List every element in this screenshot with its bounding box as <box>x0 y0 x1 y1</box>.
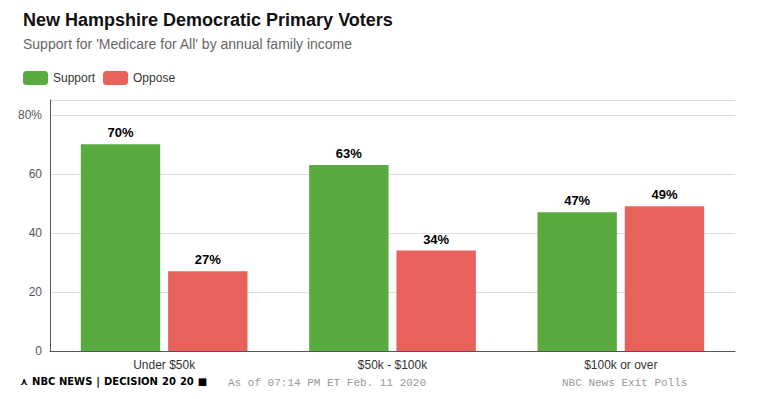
svg-text:DECISION: DECISION <box>104 376 158 387</box>
svg-text:Oppose: Oppose <box>133 71 175 85</box>
svg-text:|: | <box>96 376 100 388</box>
svg-text:NBC NEWS: NBC NEWS <box>32 376 92 387</box>
svg-text:New Hampshire Democratic Prima: New Hampshire Democratic Primary Voters <box>23 10 393 30</box>
svg-text:47%: 47% <box>564 193 590 208</box>
svg-text:20: 20 <box>29 285 43 299</box>
svg-text:Support: Support <box>53 71 96 85</box>
svg-text:70%: 70% <box>107 125 133 140</box>
svg-text:$50k - $100k: $50k - $100k <box>358 358 428 372</box>
svg-text:34%: 34% <box>423 232 449 247</box>
svg-text:Under $50k: Under $50k <box>133 358 196 372</box>
svg-text:⋏: ⋏ <box>20 376 28 387</box>
svg-text:Support for 'Medicare for All': Support for 'Medicare for All' by annual… <box>23 36 352 52</box>
svg-text:40: 40 <box>29 226 43 240</box>
svg-text:63%: 63% <box>336 146 362 161</box>
svg-text:20: 20 <box>162 376 176 387</box>
svg-text:■: ■ <box>198 376 207 387</box>
svg-text:49%: 49% <box>651 187 677 202</box>
svg-text:As of 07:14 PM ET Feb. 11 2020: As of 07:14 PM ET Feb. 11 2020 <box>228 377 426 389</box>
svg-text:60: 60 <box>29 167 43 181</box>
svg-text:20: 20 <box>180 376 194 387</box>
svg-text:80%: 80% <box>18 108 42 122</box>
svg-text:27%: 27% <box>195 252 221 267</box>
svg-text:NBC News Exit Polls: NBC News Exit Polls <box>562 377 687 389</box>
svg-text:0: 0 <box>35 344 42 358</box>
svg-text:$100k or over: $100k or over <box>584 358 657 372</box>
